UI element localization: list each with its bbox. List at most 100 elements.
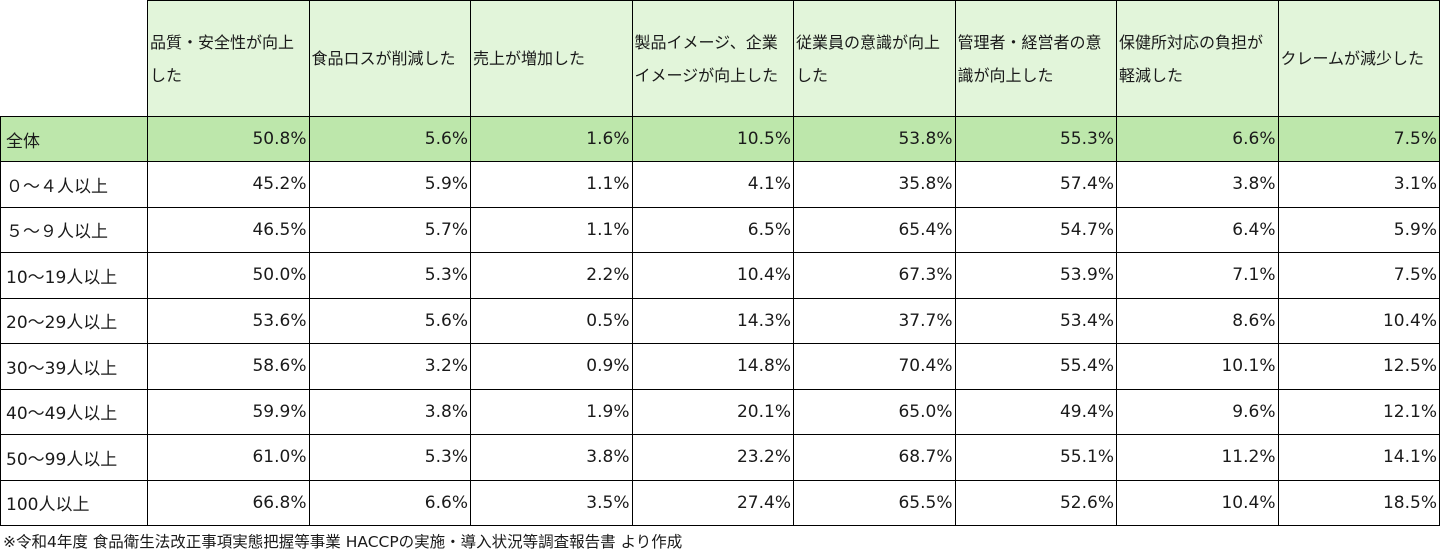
header-label: 売上が増加した: [473, 49, 586, 68]
header-image: 製品イメージ、企業イメージが向上した: [631, 0, 794, 117]
cell-value: 7.5%: [1277, 252, 1440, 299]
cell-value: 12.1%: [1277, 388, 1440, 435]
cell-value: 14.1%: [1277, 434, 1440, 481]
cell-value: 68.7%: [793, 434, 956, 481]
cell-value: 55.3%: [954, 116, 1117, 162]
row-label: 40～49人以上: [0, 388, 148, 435]
cell-value: 0.9%: [470, 343, 633, 390]
source-note: ※令和4年度 食品衛生法改正事項実態把握等事業 HACCPの実施・導入状況等調査…: [3, 533, 683, 551]
table-row: 100人以上 66.8% 6.6% 3.5% 27.4% 65.5% 52.6%…: [0, 479, 1440, 526]
header-label: 保健所対応の負担が軽減した: [1119, 32, 1264, 85]
cell-value: 46.5%: [147, 206, 310, 253]
header-sales: 売上が増加した: [470, 0, 633, 117]
cell-value: 3.8%: [470, 434, 633, 481]
cell-value: 12.5%: [1277, 343, 1440, 390]
cell-value: 5.6%: [308, 116, 471, 162]
table-row: 40～49人以上 59.9% 3.8% 1.9% 20.1% 65.0% 49.…: [0, 388, 1440, 435]
row-label: 10～19人以上: [0, 252, 148, 299]
cell-value: 3.5%: [470, 479, 633, 526]
cell-value: 49.4%: [954, 388, 1117, 435]
cell-value: 5.7%: [308, 206, 471, 253]
cell-value: 53.6%: [147, 297, 310, 344]
cell-value: 23.2%: [631, 434, 794, 481]
header-complaints: クレームが減少した: [1277, 0, 1440, 117]
table-row: 50～99人以上 61.0% 5.3% 3.8% 23.2% 68.7% 55.…: [0, 434, 1440, 481]
cell-value: 50.0%: [147, 252, 310, 299]
table-row: 20～29人以上 53.6% 5.6% 0.5% 14.3% 37.7% 53.…: [0, 297, 1440, 344]
cell-value: 10.5%: [631, 116, 794, 162]
cell-value: 53.4%: [954, 297, 1117, 344]
header-label: 従業員の意識が向上した: [796, 32, 941, 85]
cell-value: 7.5%: [1277, 116, 1440, 162]
cell-value: 5.9%: [308, 161, 471, 208]
cell-value: 70.4%: [793, 343, 956, 390]
header-label: 食品ロスが削減した: [311, 49, 456, 68]
cell-value: 66.8%: [147, 479, 310, 526]
cell-value: 3.8%: [1116, 161, 1279, 208]
header-label: 製品イメージ、企業イメージが向上した: [634, 32, 779, 85]
cell-value: 65.4%: [793, 206, 956, 253]
cell-value: 55.4%: [954, 343, 1117, 390]
cell-value: 65.0%: [793, 388, 956, 435]
header-label: 品質・安全性が向上した: [150, 32, 295, 85]
cell-value: 37.7%: [793, 297, 956, 344]
header-row: 品質・安全性が向上した 食品ロスが削減した 売上が増加した 製品イメージ、企業イ…: [0, 0, 1440, 117]
header-quality-safety: 品質・安全性が向上した: [147, 0, 310, 117]
cell-value: 5.9%: [1277, 206, 1440, 253]
cell-value: 11.2%: [1116, 434, 1279, 481]
header-label: 管理者・経営者の意識が向上した: [957, 32, 1102, 85]
cell-value: 9.6%: [1116, 388, 1279, 435]
cell-value: 5.6%: [308, 297, 471, 344]
table-row: ０～４人以上 45.2% 5.9% 1.1% 4.1% 35.8% 57.4% …: [0, 161, 1440, 208]
cell-value: 27.4%: [631, 479, 794, 526]
cell-value: 6.4%: [1116, 206, 1279, 253]
cell-value: 8.6%: [1116, 297, 1279, 344]
cell-value: 61.0%: [147, 434, 310, 481]
cell-value: 45.2%: [147, 161, 310, 208]
cell-value: 20.1%: [631, 388, 794, 435]
header-health-center: 保健所対応の負担が軽減した: [1116, 0, 1279, 117]
cell-value: 5.3%: [308, 434, 471, 481]
cell-value: 6.6%: [308, 479, 471, 526]
header-food-loss: 食品ロスが削減した: [308, 0, 471, 117]
table-row: 10～19人以上 50.0% 5.3% 2.2% 10.4% 67.3% 53.…: [0, 252, 1440, 299]
table-row: 30～39人以上 58.6% 3.2% 0.9% 14.8% 70.4% 55.…: [0, 343, 1440, 390]
cell-value: 3.8%: [308, 388, 471, 435]
cell-value: 50.8%: [147, 116, 310, 162]
cell-value: 67.3%: [793, 252, 956, 299]
cell-value: 3.2%: [308, 343, 471, 390]
cell-value: 59.9%: [147, 388, 310, 435]
cell-value: 10.4%: [1116, 479, 1279, 526]
survey-results-table: 品質・安全性が向上した 食品ロスが削減した 売上が増加した 製品イメージ、企業イ…: [0, 0, 1440, 526]
cell-value: 55.1%: [954, 434, 1117, 481]
header-label: クレームが減少した: [1280, 49, 1425, 68]
cell-value: 35.8%: [793, 161, 956, 208]
row-label: 全体: [0, 116, 148, 162]
cell-value: 1.1%: [470, 161, 633, 208]
cell-value: 5.3%: [308, 252, 471, 299]
table-row-total: 全体 50.8% 5.6% 1.6% 10.5% 53.8% 55.3% 6.6…: [0, 116, 1440, 162]
cell-value: 10.4%: [1277, 297, 1440, 344]
cell-value: 0.5%: [470, 297, 633, 344]
row-label: ５～９人以上: [0, 206, 148, 253]
cell-value: 1.1%: [470, 206, 633, 253]
cell-value: 57.4%: [954, 161, 1117, 208]
corner-cell: [0, 0, 148, 117]
header-employee-awareness: 従業員の意識が向上した: [793, 0, 956, 117]
cell-value: 6.5%: [631, 206, 794, 253]
cell-value: 1.9%: [470, 388, 633, 435]
cell-value: 7.1%: [1116, 252, 1279, 299]
cell-value: 54.7%: [954, 206, 1117, 253]
cell-value: 6.6%: [1116, 116, 1279, 162]
cell-value: 3.1%: [1277, 161, 1440, 208]
cell-value: 65.5%: [793, 479, 956, 526]
cell-value: 53.8%: [793, 116, 956, 162]
cell-value: 52.6%: [954, 479, 1117, 526]
survey-table-container: 品質・安全性が向上した 食品ロスが削減した 売上が増加した 製品イメージ、企業イ…: [0, 0, 1440, 526]
row-label: 100人以上: [0, 479, 148, 526]
cell-value: 2.2%: [470, 252, 633, 299]
cell-value: 18.5%: [1277, 479, 1440, 526]
row-label: 30～39人以上: [0, 343, 148, 390]
cell-value: 14.3%: [631, 297, 794, 344]
row-label: 50～99人以上: [0, 434, 148, 481]
